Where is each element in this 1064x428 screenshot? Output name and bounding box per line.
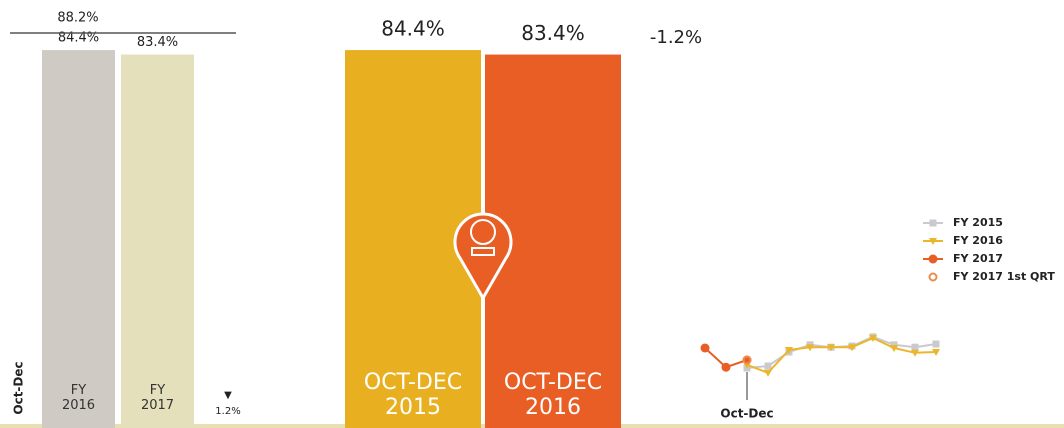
point [806,344,814,352]
legend-item: FY 2016 [923,234,1003,247]
value-label: 83.4% [137,35,178,50]
reference-label: 88.2% [57,11,98,26]
point [890,341,898,349]
change-label: -1.2% [650,27,702,48]
legend-label: FY 2016 [953,234,1003,247]
legend-marker [929,219,937,227]
category-label: FY 2016 [61,383,96,413]
category-label: FY 2017 [140,383,175,413]
value-label: 84.4% [58,31,99,46]
point [785,347,793,354]
change-marker: ▼ [224,390,232,401]
point [742,355,752,365]
point [911,349,919,357]
legend-item: FY 2017 [923,252,1003,265]
point [764,369,772,377]
legend-label: FY 2015 [953,216,1003,229]
line [746,336,937,374]
value-label: 84.4% [381,17,445,41]
axis-label: Oct-Dec [12,361,26,414]
bar [121,54,194,428]
legend-label: FY 2017 1st QRT [953,270,1055,283]
point [890,345,898,352]
point [869,335,877,342]
point [932,349,940,356]
legend-marker [929,238,937,245]
x-tick-label: Oct-Dec [720,407,773,421]
category-label: OCT-DEC 2016 [503,370,603,421]
line [746,335,937,369]
legend-marker [928,254,938,264]
point [764,362,772,370]
pin-icon [453,212,513,302]
pin-bed [471,247,495,256]
legend-item: FY 2015 [923,216,1003,229]
pin-shape [453,212,513,302]
value-label: 83.4% [521,21,585,45]
legend-marker [928,272,938,282]
change-label: 1.2% [215,406,240,417]
point [911,343,919,351]
legend-item: FY 2017 1st QRT [928,270,1055,283]
point [932,340,940,348]
category-label: OCT-DEC 2015 [363,370,463,421]
legend-label: FY 2017 [953,252,1003,265]
point [827,344,835,352]
point [700,343,710,353]
pin-inner [470,219,496,245]
point [848,344,856,352]
bar [42,50,115,428]
point [721,362,731,372]
